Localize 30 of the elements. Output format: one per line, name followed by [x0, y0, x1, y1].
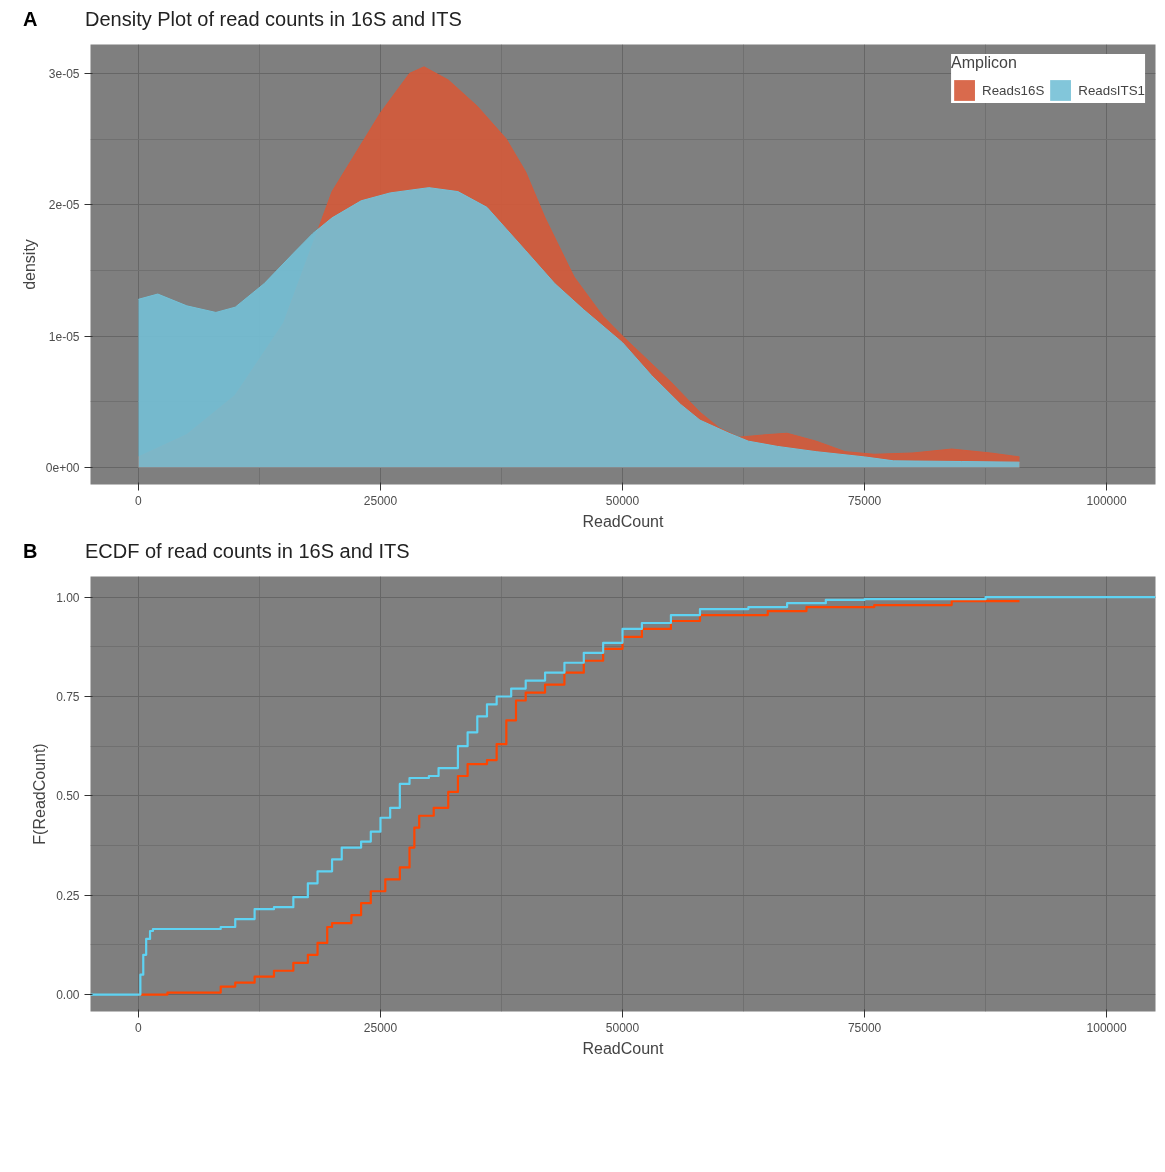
y-tick-label: 2e-05 — [48, 198, 80, 213]
x-tick-label: 75000 — [847, 1020, 882, 1035]
legend-label: Reads16S — [982, 81, 1045, 100]
chart-title: ECDF of read counts in 16S and ITS — [85, 539, 410, 564]
x-tick-label: 25000 — [363, 493, 398, 508]
y-tick-label: 0e+00 — [45, 460, 80, 475]
legend-title: Amplicon — [951, 54, 1018, 72]
x-tick-label: 50000 — [605, 493, 640, 508]
x-axis-title: ReadCount — [582, 1039, 665, 1057]
x-tick-label: 100000 — [1086, 1020, 1127, 1035]
x-tick-label: 100000 — [1086, 493, 1127, 508]
chart-title: Density Plot of read counts in 16S and ITS — [85, 7, 462, 32]
y-axis-title: F(ReadCount) — [31, 743, 49, 845]
legend-label: ReadsITS1 — [1078, 81, 1145, 100]
y-tick-label: 0.50 — [56, 789, 80, 804]
x-tick-label: 25000 — [363, 1020, 398, 1035]
text: B — [23, 539, 38, 564]
x-tick-label: 50000 — [605, 1020, 640, 1035]
y-tick-label: 1e-05 — [48, 329, 80, 344]
y-axis-title: density — [20, 239, 38, 290]
text: A — [23, 7, 38, 32]
x-tick-label: 0 — [135, 1020, 143, 1035]
x-tick-label: 0 — [135, 493, 143, 508]
x-axis-title: ReadCount — [582, 512, 665, 530]
y-tick-label: 0.00 — [56, 988, 80, 1003]
y-tick-label: 0.25 — [56, 888, 80, 903]
y-tick-label: 1.00 — [56, 590, 80, 605]
x-tick-label: 75000 — [847, 493, 882, 508]
y-tick-label: 3e-05 — [48, 66, 80, 81]
y-tick-label: 0.75 — [56, 690, 80, 705]
